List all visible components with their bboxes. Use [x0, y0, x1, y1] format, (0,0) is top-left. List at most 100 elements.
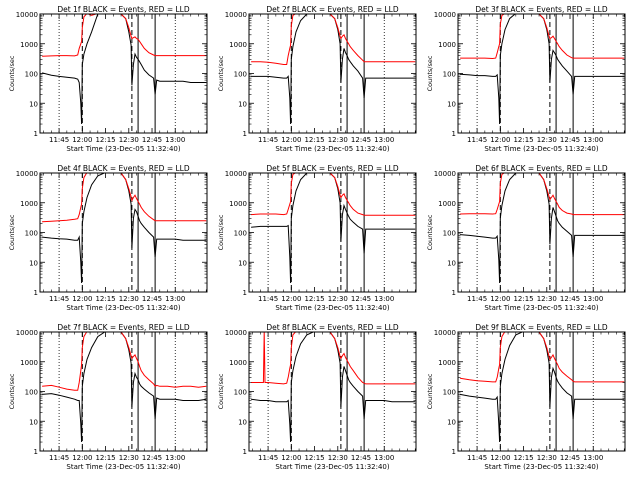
series-line-events	[251, 332, 416, 443]
x-tick-label: 11:45	[258, 136, 278, 144]
x-tick-label: 12:30	[328, 136, 348, 144]
plot-frame	[248, 13, 417, 134]
series-line-events	[251, 14, 416, 125]
plot-frame	[457, 13, 626, 134]
x-tick-label: 11:45	[467, 295, 487, 303]
y-tick-label: 100	[25, 389, 38, 397]
y-tick-label: 1000	[229, 359, 247, 367]
series-line-events	[251, 173, 416, 284]
panel-det-7f: 1 10 100 1000 10000 11:45 12:00 12:15 12:30 12:45…	[8, 323, 208, 471]
series-line-events	[42, 332, 207, 443]
x-tick-label: 12:30	[119, 454, 139, 462]
y-tick-label: 1	[452, 448, 456, 456]
x-axis-label: Start Time (23-Dec-05 11:32:40)	[484, 463, 598, 471]
y-axis-label: Counts/sec	[426, 55, 434, 91]
y-tick-label: 1000	[229, 41, 247, 49]
panel-title: Det 5f BLACK = Events, RED = LLD	[266, 164, 399, 173]
x-tick-label: 12:15	[95, 454, 115, 462]
y-tick-label: 100	[234, 230, 247, 238]
y-axis-label: Counts/sec	[217, 214, 225, 250]
panel-det-2f: 1 10 100 1000 10000 11:45 12:00 12:15 12:30 12:45…	[217, 5, 417, 153]
panel-title: Det 4f BLACK = Events, RED = LLD	[57, 164, 190, 173]
y-tick-label: 100	[443, 230, 456, 238]
panel-title: Det 3f BLACK = Events, RED = LLD	[475, 5, 608, 14]
x-tick-label: 12:45	[560, 136, 580, 144]
y-tick-label: 10	[238, 259, 247, 267]
x-tick-label: 13:00	[583, 136, 603, 144]
y-axis-label: Counts/sec	[8, 55, 16, 91]
x-tick-label: 11:45	[49, 295, 69, 303]
y-tick-label: 10	[29, 100, 38, 108]
x-tick-label: 13:00	[583, 295, 603, 303]
x-tick-label: 12:45	[142, 454, 162, 462]
y-tick-label: 1	[243, 448, 247, 456]
y-tick-label: 100	[25, 230, 38, 238]
y-tick-label: 1	[34, 448, 38, 456]
x-tick-label: 11:45	[49, 136, 69, 144]
y-axis-label: Counts/sec	[8, 373, 16, 409]
y-tick-label: 100	[443, 389, 456, 397]
y-tick-label: 1	[34, 130, 38, 138]
y-tick-label: 10000	[225, 11, 247, 19]
series-line-lld	[251, 14, 416, 65]
x-tick-label: 12:00	[490, 295, 510, 303]
plot-frame	[248, 331, 417, 452]
series-line-lld	[460, 14, 625, 60]
x-tick-label: 12:45	[351, 295, 371, 303]
y-axis-label: Counts/sec	[217, 373, 225, 409]
y-tick-label: 1	[34, 289, 38, 297]
y-tick-label: 100	[234, 71, 247, 79]
x-tick-label: 12:30	[328, 454, 348, 462]
panel-title: Det 2f BLACK = Events, RED = LLD	[266, 5, 399, 14]
y-tick-label: 1	[452, 130, 456, 138]
panel-det-4f: 1 10 100 1000 10000 11:45 12:00 12:15 12:30 12:45…	[8, 164, 208, 312]
panel-title: Det 7f BLACK = Events, RED = LLD	[57, 323, 190, 332]
x-axis-label: Start Time (23-Dec-05 11:32:40)	[66, 304, 180, 312]
x-tick-label: 12:45	[351, 454, 371, 462]
x-tick-label: 13:00	[374, 454, 394, 462]
x-tick-label: 12:45	[560, 454, 580, 462]
y-tick-label: 100	[234, 389, 247, 397]
y-tick-label: 10000	[16, 170, 38, 178]
series-line-events	[460, 332, 625, 443]
x-tick-label: 12:30	[119, 136, 139, 144]
series-line-events	[460, 14, 625, 125]
x-tick-label: 12:30	[537, 136, 557, 144]
x-axis-label: Start Time (23-Dec-05 11:32:40)	[484, 304, 598, 312]
y-tick-label: 10000	[16, 329, 38, 337]
plot-frame	[248, 172, 417, 293]
x-tick-label: 12:00	[490, 136, 510, 144]
x-tick-label: 12:00	[281, 454, 301, 462]
x-tick-label: 12:15	[95, 136, 115, 144]
plot-frame	[39, 172, 208, 293]
panel-title: Det 6f BLACK = Events, RED = LLD	[475, 164, 608, 173]
y-tick-label: 10	[238, 418, 247, 426]
y-tick-label: 10	[29, 418, 38, 426]
panel-det-9f: 1 10 100 1000 10000 11:45 12:00 12:15 12:30 12:45…	[426, 323, 626, 471]
x-tick-label: 12:45	[351, 136, 371, 144]
y-tick-label: 1000	[229, 200, 247, 208]
series-line-events	[42, 173, 207, 284]
x-tick-label: 13:00	[165, 295, 185, 303]
y-tick-label: 1000	[438, 359, 456, 367]
x-tick-label: 12:15	[304, 136, 324, 144]
x-tick-label: 12:30	[119, 295, 139, 303]
series-line-lld	[460, 332, 625, 383]
series-line-lld	[460, 173, 625, 216]
x-tick-label: 13:00	[374, 295, 394, 303]
y-tick-label: 10000	[225, 170, 247, 178]
x-axis-label: Start Time (23-Dec-05 11:32:40)	[275, 304, 389, 312]
x-tick-label: 12:30	[328, 295, 348, 303]
x-tick-label: 11:45	[49, 454, 69, 462]
x-tick-label: 12:00	[281, 136, 301, 144]
series-line-lld	[42, 14, 207, 57]
series-line-lld	[42, 173, 207, 223]
x-tick-label: 12:00	[72, 136, 92, 144]
x-tick-label: 13:00	[165, 454, 185, 462]
x-tick-label: 13:00	[583, 454, 603, 462]
y-tick-label: 100	[25, 71, 38, 79]
panel-det-8f: 1 10 100 1000 10000 11:45 12:00 12:15 12:30 12:45…	[217, 323, 417, 471]
x-tick-label: 11:45	[467, 454, 487, 462]
x-tick-label: 12:30	[537, 454, 557, 462]
